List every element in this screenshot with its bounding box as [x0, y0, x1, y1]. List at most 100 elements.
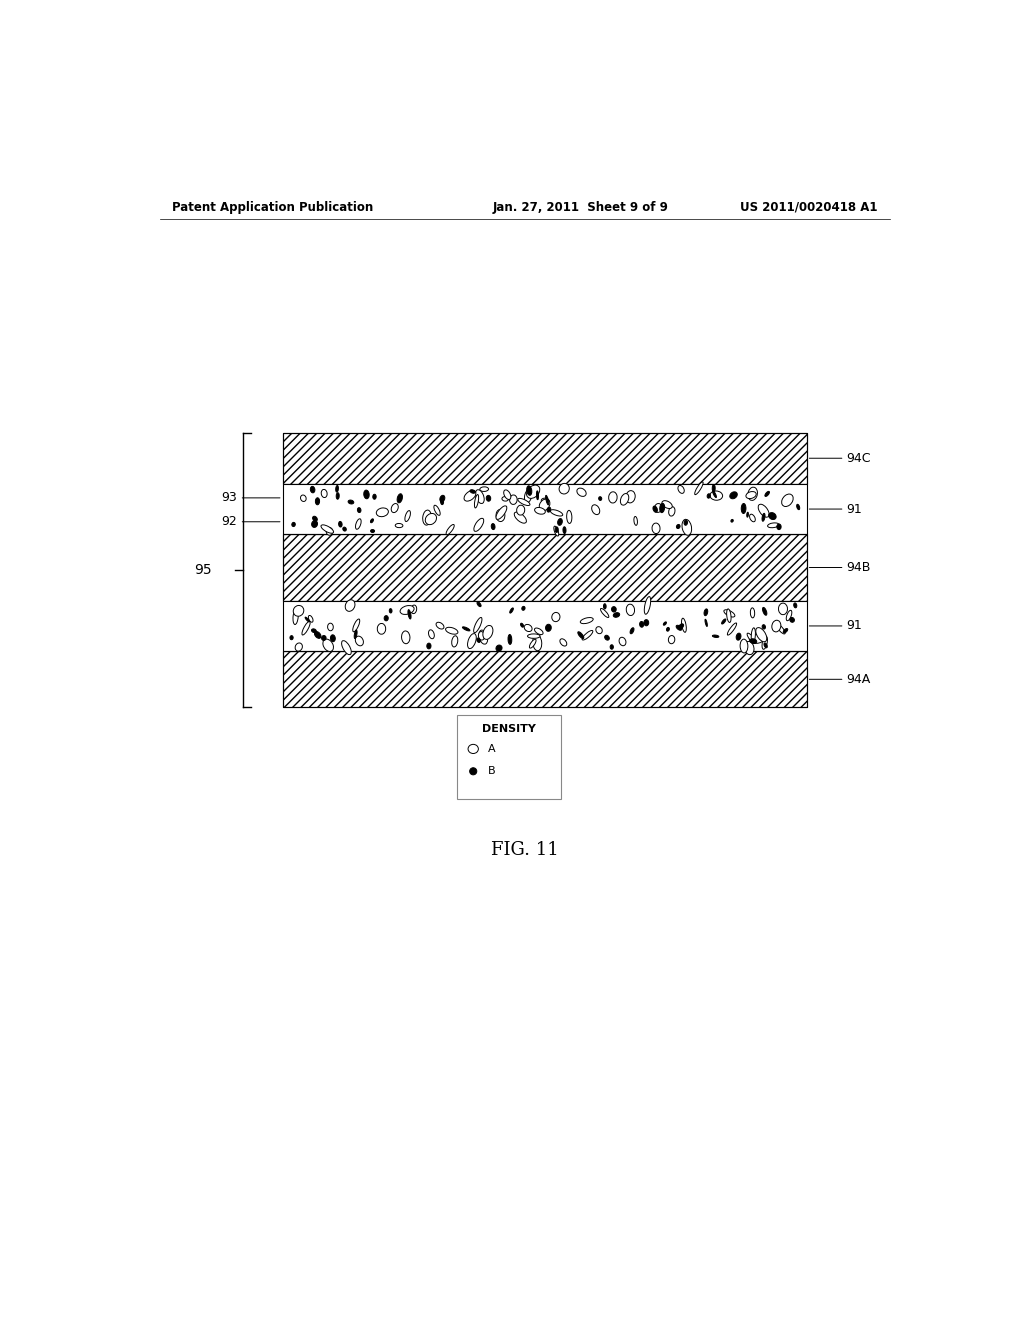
Ellipse shape [797, 504, 800, 510]
Ellipse shape [411, 605, 417, 614]
Text: 94B: 94B [846, 561, 870, 574]
Ellipse shape [527, 634, 540, 639]
Ellipse shape [395, 524, 402, 528]
Ellipse shape [653, 506, 657, 512]
Ellipse shape [713, 491, 717, 498]
Ellipse shape [727, 609, 731, 623]
Ellipse shape [477, 638, 480, 643]
Ellipse shape [535, 628, 543, 635]
Ellipse shape [786, 610, 792, 620]
Ellipse shape [310, 486, 315, 492]
Text: Jan. 27, 2011  Sheet 9 of 9: Jan. 27, 2011 Sheet 9 of 9 [494, 201, 669, 214]
Text: 95: 95 [194, 564, 211, 577]
Ellipse shape [710, 491, 723, 500]
Ellipse shape [326, 528, 333, 535]
Text: 91: 91 [846, 619, 862, 632]
Ellipse shape [756, 627, 767, 642]
Ellipse shape [762, 624, 766, 630]
Text: FIG. 11: FIG. 11 [490, 841, 559, 858]
Ellipse shape [436, 622, 444, 630]
Ellipse shape [345, 599, 355, 611]
Ellipse shape [748, 634, 756, 643]
Ellipse shape [404, 511, 411, 521]
Text: DENSITY: DENSITY [482, 723, 536, 734]
Ellipse shape [425, 513, 436, 524]
Ellipse shape [794, 603, 797, 607]
Ellipse shape [768, 523, 779, 528]
Ellipse shape [662, 500, 673, 508]
Ellipse shape [336, 486, 338, 492]
Ellipse shape [478, 631, 484, 640]
Ellipse shape [592, 504, 600, 515]
Ellipse shape [364, 490, 370, 499]
Bar [283, 483, 807, 535]
Ellipse shape [480, 487, 488, 491]
Ellipse shape [535, 507, 546, 515]
Ellipse shape [790, 618, 795, 622]
Ellipse shape [644, 619, 649, 626]
Ellipse shape [540, 499, 550, 511]
Ellipse shape [610, 644, 613, 649]
Ellipse shape [555, 527, 558, 532]
Ellipse shape [762, 636, 767, 649]
Ellipse shape [510, 495, 517, 504]
Ellipse shape [446, 524, 455, 535]
Ellipse shape [315, 498, 319, 504]
Ellipse shape [312, 516, 317, 521]
Ellipse shape [550, 510, 563, 516]
Bar [283, 601, 807, 651]
Ellipse shape [604, 635, 609, 640]
Ellipse shape [526, 486, 531, 495]
Ellipse shape [644, 597, 650, 614]
Ellipse shape [397, 494, 402, 503]
Ellipse shape [765, 491, 769, 496]
Text: A: A [487, 744, 496, 754]
Ellipse shape [522, 606, 525, 610]
Ellipse shape [496, 645, 502, 651]
Ellipse shape [603, 603, 606, 609]
Ellipse shape [474, 519, 483, 532]
Ellipse shape [470, 768, 477, 775]
Ellipse shape [308, 615, 313, 622]
Ellipse shape [713, 484, 715, 492]
Ellipse shape [745, 491, 756, 499]
Ellipse shape [496, 506, 507, 519]
Ellipse shape [434, 506, 440, 515]
Ellipse shape [563, 527, 566, 533]
Ellipse shape [682, 618, 686, 632]
Bar [283, 433, 807, 483]
Ellipse shape [331, 635, 335, 642]
Ellipse shape [752, 628, 756, 643]
Ellipse shape [336, 492, 339, 499]
Ellipse shape [731, 520, 733, 523]
Ellipse shape [599, 496, 602, 500]
Ellipse shape [300, 495, 306, 502]
Ellipse shape [669, 507, 675, 516]
Ellipse shape [552, 612, 560, 622]
Ellipse shape [524, 624, 532, 631]
Ellipse shape [746, 512, 749, 517]
Ellipse shape [524, 488, 532, 503]
Ellipse shape [713, 635, 719, 638]
Ellipse shape [428, 630, 434, 639]
Ellipse shape [684, 520, 687, 525]
Ellipse shape [371, 529, 375, 532]
Ellipse shape [468, 634, 476, 648]
Ellipse shape [445, 627, 458, 634]
Bar [283, 651, 807, 708]
Bar [283, 535, 807, 601]
Ellipse shape [667, 627, 670, 631]
Ellipse shape [477, 602, 481, 607]
Ellipse shape [676, 626, 682, 630]
Ellipse shape [763, 607, 767, 615]
Ellipse shape [504, 490, 511, 499]
Ellipse shape [293, 609, 298, 624]
Ellipse shape [373, 494, 376, 499]
Ellipse shape [705, 609, 708, 615]
Ellipse shape [508, 635, 512, 644]
Ellipse shape [640, 622, 644, 627]
Ellipse shape [781, 494, 794, 507]
Ellipse shape [744, 642, 754, 655]
Text: Patent Application Publication: Patent Application Publication [172, 201, 373, 214]
Ellipse shape [722, 619, 726, 624]
